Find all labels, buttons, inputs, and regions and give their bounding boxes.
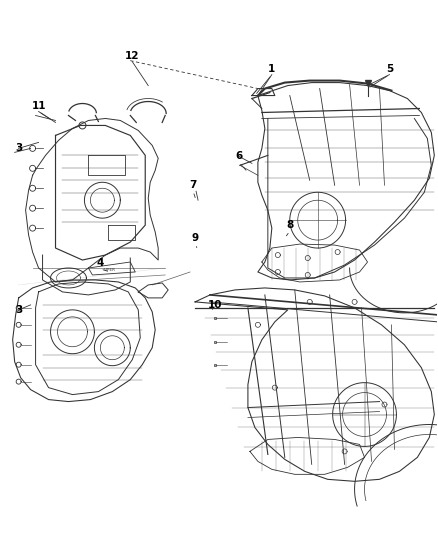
Text: 8: 8: [286, 220, 293, 230]
Text: 10: 10: [208, 300, 222, 310]
Text: 1: 1: [268, 63, 276, 74]
Text: 11: 11: [32, 101, 46, 110]
Text: 7: 7: [189, 180, 197, 190]
Text: 12: 12: [125, 51, 140, 61]
Text: 4: 4: [97, 258, 104, 268]
Text: 5: 5: [386, 63, 393, 74]
Text: 9: 9: [191, 233, 199, 243]
Text: VIPER: VIPER: [104, 268, 117, 272]
Text: 3: 3: [15, 143, 22, 154]
Text: 6: 6: [235, 151, 243, 161]
Text: 3: 3: [15, 305, 22, 315]
